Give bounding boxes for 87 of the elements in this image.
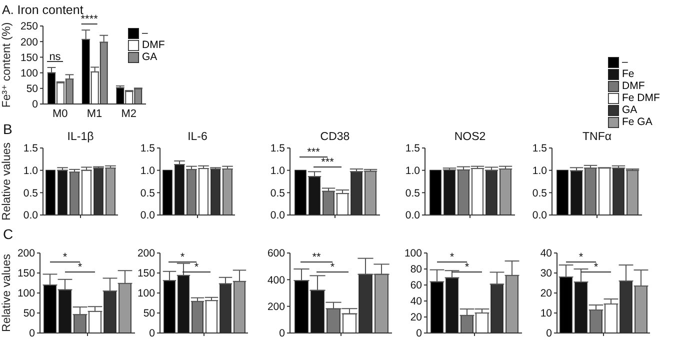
y-tick-label: 1.5 (140, 142, 156, 155)
annotation: *** (321, 156, 335, 168)
annotation: * (194, 262, 200, 274)
y-tick-label: 0.0 (23, 210, 38, 222)
y-tick-label: 0 (149, 328, 156, 340)
chart-title: TNFα (581, 131, 612, 143)
y-tick-label: 1.0 (140, 165, 156, 178)
y-axis-title: Relative values (1, 254, 13, 332)
y-tick-label: 150 (137, 268, 156, 280)
y-tick-label: 1.5 (405, 142, 420, 155)
y-tick-label: 0.5 (23, 187, 38, 200)
y-tick-label: 100 (404, 248, 422, 260)
y-tick-label: 150 (17, 268, 36, 280)
y-tick-label: 50 (26, 83, 38, 96)
y-tick-label: 10 (540, 308, 552, 320)
text: B (3, 121, 12, 137)
y-tick-label: 0.0 (270, 210, 286, 222)
y-tick-label: 0.0 (405, 210, 420, 222)
y-tick-label: 100 (137, 288, 156, 300)
y-tick-label: 200 (137, 248, 156, 260)
y-tick-label: 1.0 (270, 165, 286, 178)
y-tick-label: 40 (540, 248, 552, 260)
chart-title: CD38 (319, 131, 351, 143)
legend-label: Fe GA (622, 116, 652, 128)
legend-label: DMF (142, 39, 165, 51)
y-tick-label: 20 (540, 288, 552, 300)
y-tick-label: 200 (20, 36, 38, 48)
y-tick-label: 60 (410, 280, 422, 292)
x-tick-label: M0 (52, 108, 68, 120)
annotation: * (180, 252, 186, 264)
legend-label: Fe DMF (622, 92, 660, 104)
annotation: * (594, 262, 599, 274)
text: C (3, 226, 14, 242)
annotation: * (578, 252, 584, 264)
y-tick-label: 0 (416, 328, 422, 340)
y-tick-label: 0 (29, 328, 36, 340)
annotation: *** (307, 146, 321, 158)
y-tick-label: 250 (20, 20, 38, 33)
y-tick-label: 600 (267, 248, 286, 260)
y-tick-label: 0.5 (270, 187, 286, 200)
legend-label: GA (142, 51, 158, 63)
text: **** (80, 14, 99, 26)
annotation: * (78, 262, 83, 274)
y-tick-label: 30 (540, 268, 552, 280)
y-axis-title: Fe³⁺ content (%) (1, 22, 13, 108)
y-tick-label: 20 (410, 312, 422, 324)
y-tick-label: 0.0 (140, 210, 156, 222)
annotation: ns (49, 50, 62, 63)
annotation: * (330, 262, 336, 274)
annotation: ** (312, 252, 322, 264)
y-tick-label: 0.5 (532, 187, 548, 200)
legend-label: Fe (622, 68, 634, 80)
y-tick-label: 1.5 (270, 142, 286, 155)
y-tick-label: 200 (17, 248, 36, 260)
y-tick-label: 1.0 (23, 165, 38, 178)
y-tick-label: 0 (279, 328, 286, 340)
y-tick-label: 1.0 (532, 165, 548, 178)
y-tick-label: 0 (32, 98, 38, 111)
y-tick-label: 200 (267, 301, 286, 314)
x-tick-label: M1 (86, 108, 102, 120)
y-tick-label: 100 (17, 288, 36, 300)
y-tick-label: 80 (410, 264, 422, 276)
y-tick-label: 100 (20, 68, 38, 80)
chart-title: NOS2 (453, 131, 487, 143)
y-tick-label: 0.5 (405, 187, 420, 200)
y-tick-label: 0.0 (532, 210, 548, 222)
y-tick-label: 1.5 (532, 142, 548, 155)
y-tick-label: 0 (546, 328, 552, 340)
y-tick-label: 50 (23, 308, 36, 320)
chart-title: IL-1β (66, 131, 95, 143)
legend-label: GA (622, 104, 638, 116)
y-tick-label: 50 (143, 308, 156, 320)
y-tick-label: 40 (410, 296, 422, 308)
legend-label: – (142, 27, 148, 39)
y-axis-title: Relative values (1, 142, 13, 220)
legend-label: DMF (622, 80, 645, 92)
y-tick-label: 1.5 (23, 142, 38, 155)
y-tick-label: 150 (20, 52, 38, 64)
annotation: * (450, 252, 455, 264)
legend-label: – (622, 56, 628, 68)
x-tick-label: M2 (121, 108, 136, 120)
annotation: * (62, 252, 68, 264)
chart-title: IL-6 (186, 131, 208, 143)
annotation: * (464, 262, 470, 274)
y-tick-label: 400 (267, 274, 286, 286)
y-tick-label: 1.0 (405, 165, 420, 178)
y-tick-label: 0.5 (140, 187, 156, 200)
